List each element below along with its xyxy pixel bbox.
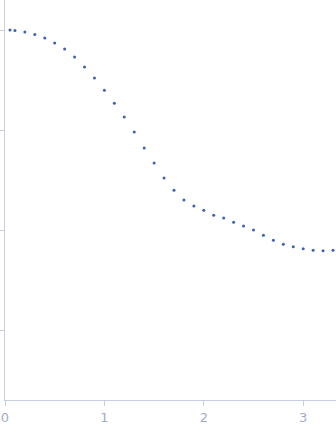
svg-text:0: 0 <box>1 410 9 425</box>
svg-text:3: 3 <box>299 410 307 425</box>
svg-text:1: 1 <box>100 410 108 425</box>
svg-text:2: 2 <box>200 410 208 425</box>
